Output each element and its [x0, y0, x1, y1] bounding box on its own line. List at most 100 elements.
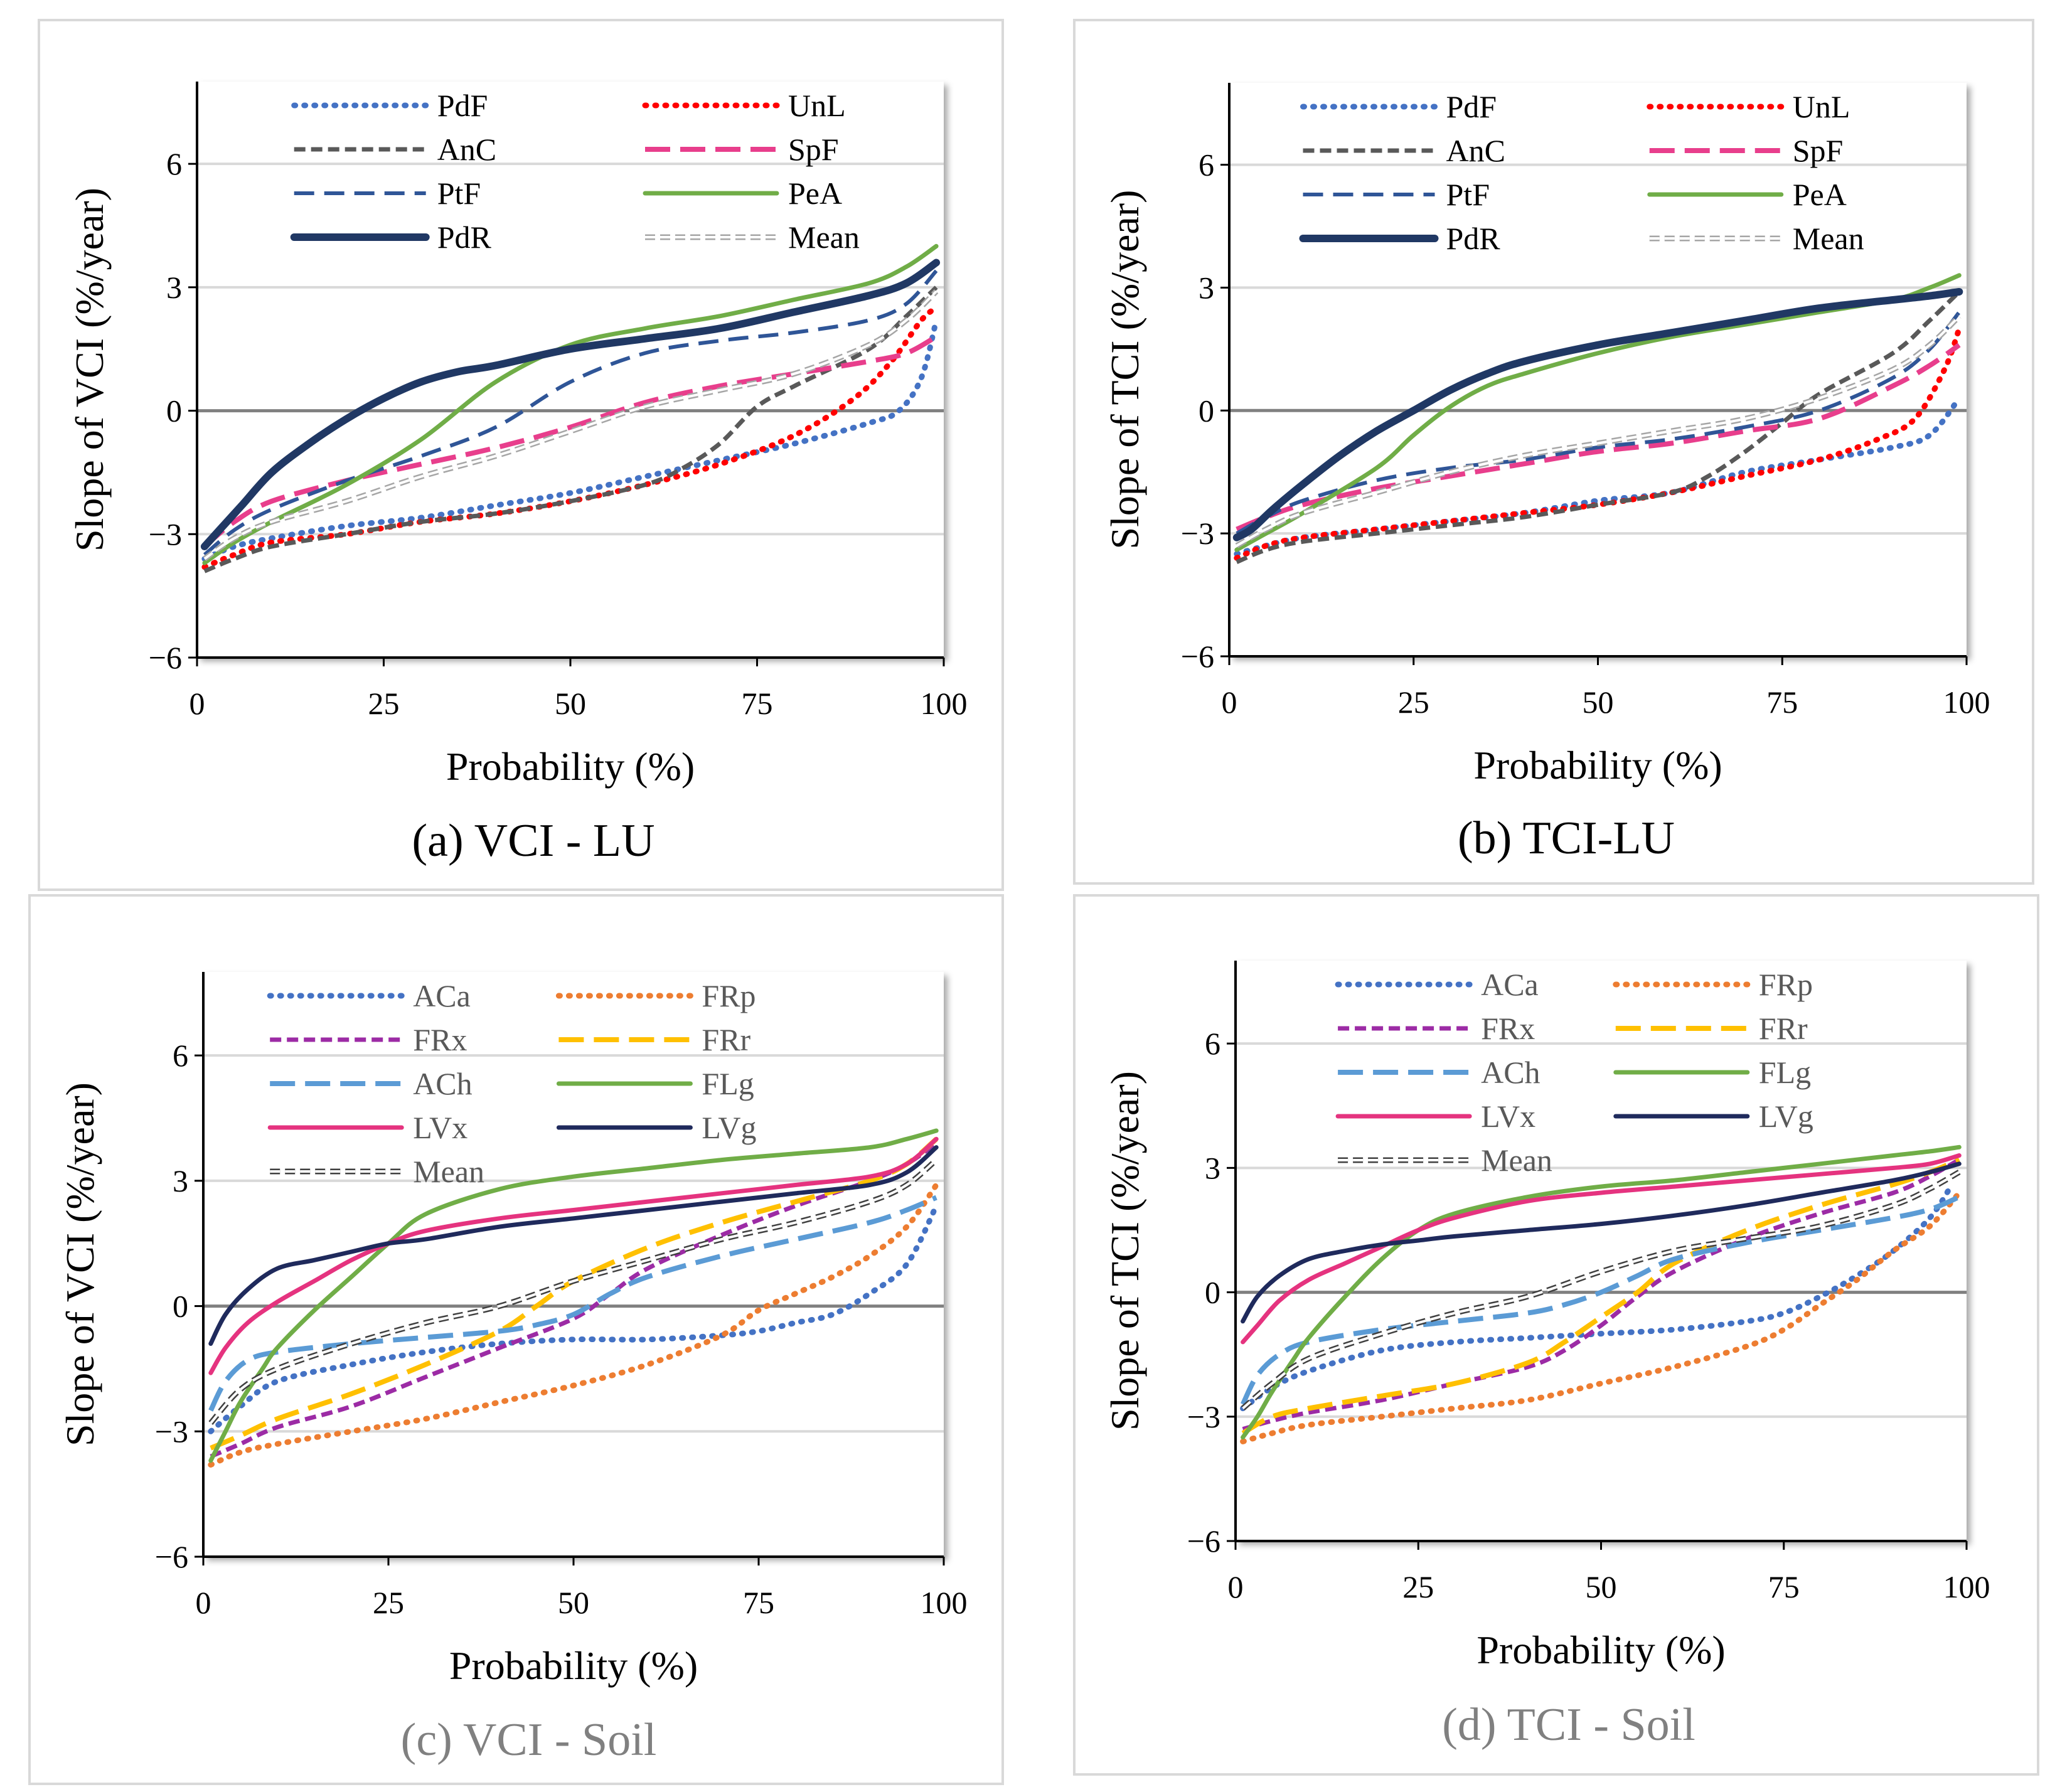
chart-caption: (b) TCI-LU	[1458, 813, 1675, 864]
series-line-mean-inner	[210, 1159, 937, 1424]
y-axis-title: Slope of VCI (%/year)	[58, 1082, 102, 1446]
series-line-mean-inner	[1242, 1171, 1960, 1410]
legend-label-pea: PeA	[1793, 177, 1847, 212]
x-tick-label: 0	[1222, 685, 1237, 720]
legend-label-aca: ACa	[1481, 967, 1539, 1002]
x-tick-label: 50	[555, 686, 586, 721]
x-tick-label: 75	[743, 1585, 774, 1620]
x-tick-label: 25	[1402, 1569, 1434, 1604]
y-tick-label: −6	[1181, 639, 1214, 674]
legend-label-lvg: LVg	[1759, 1099, 1813, 1134]
series-group	[200, 243, 941, 573]
x-tick-label: 0	[190, 686, 205, 721]
legend-label-lvg: LVg	[702, 1110, 756, 1145]
x-axis-title: Probability (%)	[1473, 743, 1722, 787]
legend-label-pdr: PdR	[437, 220, 492, 255]
legend-label-mean: Mean	[413, 1154, 484, 1189]
series-line-flg	[208, 1128, 939, 1463]
series-line-lvg	[208, 1145, 939, 1346]
series-line-aca	[208, 1203, 939, 1434]
y-axis-title: Slope of VCI (%/year)	[67, 188, 112, 552]
plot-area	[1229, 83, 1967, 656]
legend-label-frx: FRx	[1481, 1011, 1535, 1046]
chart-panel-a: −6 −3 0 3 6 0 25 50 75 100 Probability (%) Slope of…	[38, 19, 1004, 891]
legend-label-pdr: PdR	[1446, 221, 1501, 256]
x-tick-label: 75	[742, 686, 773, 721]
series-line-pdf	[201, 317, 939, 562]
legend-label-frp: FRp	[1759, 967, 1813, 1002]
legend: ACa FRp FRx FRr ACh FLg LVx LVg Mean	[267, 978, 756, 1189]
y-tick-label: −3	[149, 516, 182, 552]
y-tick-label: 6	[1205, 1026, 1220, 1061]
series-line-anc	[203, 285, 938, 573]
x-tick-label: 50	[1586, 1569, 1617, 1604]
y-tick-label: 3	[173, 1163, 188, 1198]
legend-label-unl: UnL	[788, 88, 846, 123]
series-line-mean-inner	[1236, 315, 1960, 547]
y-tick-label: −6	[149, 640, 182, 675]
x-tick-label: 50	[1583, 685, 1614, 720]
legend-label-frp: FRp	[702, 978, 756, 1013]
series-line-frr	[1241, 1157, 1960, 1436]
x-axis-title: Probability (%)	[446, 744, 695, 789]
y-tick-label: −3	[1181, 516, 1214, 551]
chart-panel-d: −6 −3 0 3 6 0 25 50 75 100 Probability (%) Slope of…	[1073, 894, 2039, 1776]
series-line-pdr	[1232, 288, 1963, 541]
x-tick-label: 50	[558, 1585, 589, 1620]
x-tick-label: 0	[1228, 1569, 1244, 1604]
y-tick-label: 6	[166, 146, 182, 181]
y-tick-label: −6	[1187, 1523, 1220, 1559]
chart-c-svg: −6 −3 0 3 6 0 25 50 75 100 Probability (%) Slope of…	[58, 972, 968, 1766]
legend-label-unl: UnL	[1793, 89, 1850, 124]
legend-label-ptf: PtF	[1446, 177, 1490, 212]
chart-a-svg: −6 −3 0 3 6 0 25 50 75 100 Probability (%) Slope of…	[67, 82, 968, 867]
series-line-pea	[202, 243, 939, 565]
series-line-lvx	[208, 1136, 939, 1375]
legend-label-flg: FLg	[702, 1066, 754, 1101]
series-line-mean-inner	[203, 290, 937, 560]
x-tick-label: 0	[196, 1585, 211, 1620]
x-tick-label: 25	[1398, 685, 1429, 720]
legend-label-frx: FRx	[413, 1022, 467, 1057]
series-group	[1240, 1144, 1962, 1444]
y-axis-title: Slope of TCI (%/year)	[1103, 1071, 1147, 1431]
series-line-spf	[203, 334, 938, 549]
legend: PdF UnL AnC SpF PtF PeA PdR Mean	[1299, 89, 1864, 256]
legend-label-anc: AnC	[437, 132, 496, 167]
x-tick-label: 25	[368, 686, 400, 721]
legend-label-pdf: PdF	[1446, 89, 1497, 124]
y-tick-label: 6	[173, 1038, 188, 1073]
x-tick-label: 100	[921, 1585, 968, 1620]
legend-label-flg: FLg	[1759, 1055, 1811, 1090]
legend-label-lvx: LVx	[413, 1110, 467, 1145]
series-line-anc	[1236, 290, 1961, 565]
y-tick-label: 0	[166, 393, 182, 429]
series-line-pdr	[200, 259, 941, 550]
x-axis-title: Probability (%)	[449, 1643, 698, 1688]
x-tick-label: 100	[1943, 1569, 1990, 1604]
y-tick-label: 3	[1199, 270, 1214, 305]
legend-label-mean: Mean	[1481, 1143, 1552, 1178]
chart-d-svg: −6 −3 0 3 6 0 25 50 75 100 Probability (%) Slope of…	[1103, 961, 1990, 1751]
chart-caption: (a) VCI - LU	[412, 815, 654, 867]
y-tick-label: 6	[1199, 147, 1214, 183]
legend-label-spf: SpF	[788, 132, 839, 167]
x-tick-label: 75	[1768, 1569, 1800, 1604]
x-tick-label: 25	[373, 1585, 404, 1620]
y-tick-label: 3	[166, 270, 182, 305]
y-tick-label: −3	[155, 1414, 188, 1449]
legend-label-mean: Mean	[788, 220, 860, 255]
legend-label-mean: Mean	[1793, 221, 1864, 256]
y-tick-label: −6	[155, 1539, 188, 1574]
legend-label-aca: ACa	[413, 978, 471, 1013]
legend-label-spf: SpF	[1793, 133, 1844, 168]
legend-label-pdf: PdF	[437, 88, 488, 123]
y-tick-label: 0	[173, 1289, 188, 1324]
x-tick-label: 100	[921, 686, 968, 721]
legend-label-pea: PeA	[788, 176, 842, 211]
series-line-lvx	[1241, 1153, 1962, 1345]
y-tick-label: −3	[1187, 1399, 1220, 1434]
legend-label-ach: ACh	[413, 1066, 472, 1101]
chart-caption: (d) TCI - Soil	[1442, 1699, 1695, 1751]
plot-area	[1236, 961, 1967, 1541]
